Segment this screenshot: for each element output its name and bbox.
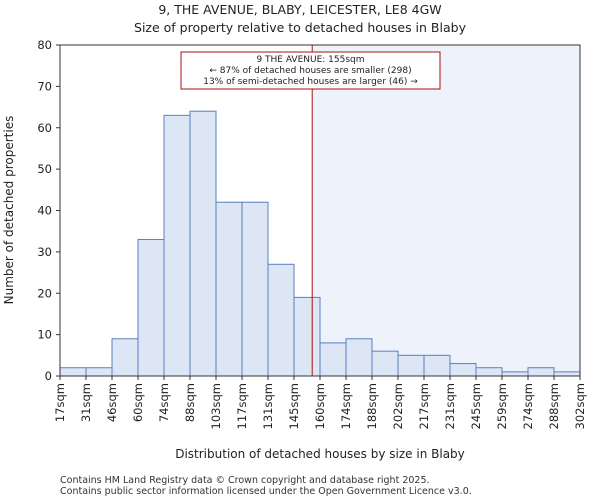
histogram-bar	[397, 354, 425, 377]
histogram-bar	[319, 342, 347, 377]
annotation-line-3: 13% of semi-detached houses are larger (…	[203, 77, 418, 87]
x-axis-label: Distribution of detached houses by size …	[175, 447, 465, 461]
y-tick-label: 10	[37, 328, 52, 342]
x-tick-label: 46sqm	[105, 383, 119, 422]
x-tick-label: 174sqm	[339, 383, 353, 429]
footer-line-1: Contains HM Land Registry data © Crown c…	[60, 475, 430, 486]
histogram-bar	[293, 296, 321, 377]
x-tick-label: 302sqm	[573, 383, 587, 429]
larger-properties-region	[312, 45, 580, 376]
histogram-bar	[267, 263, 295, 377]
x-tick-label: 288sqm	[547, 383, 561, 429]
x-tick-label: 160sqm	[313, 383, 327, 429]
annotation-line-1: 9 THE AVENUE: 155sqm	[256, 55, 364, 65]
x-tick-label: 103sqm	[209, 383, 223, 429]
histogram-bar	[85, 367, 113, 377]
histogram-bar	[371, 350, 399, 377]
histogram-bar	[163, 114, 191, 377]
highlight-region	[312, 45, 580, 376]
y-axis-label: Number of detached properties	[2, 116, 16, 305]
x-tick-label: 202sqm	[391, 383, 405, 429]
y-axis-ticks: 0 10 20 30 40 50 60 70 80	[37, 38, 60, 383]
x-tick-label: 188sqm	[365, 383, 379, 429]
x-tick-label: 74sqm	[157, 383, 171, 422]
histogram-bar	[215, 201, 243, 377]
annotation-box: 9 THE AVENUE: 155sqm ← 87% of detached h…	[180, 51, 441, 90]
histogram-bar	[423, 354, 451, 377]
x-tick-label: 60sqm	[131, 383, 145, 422]
histogram-bar	[241, 201, 269, 377]
histogram-bar	[59, 367, 87, 377]
x-tick-label: 31sqm	[79, 383, 93, 422]
annotation-frame	[180, 51, 441, 90]
histogram-bar	[345, 338, 373, 377]
x-tick-label: 259sqm	[495, 383, 509, 429]
y-tick-label: 40	[37, 204, 52, 218]
histogram-bar	[137, 238, 165, 377]
x-axis-ticks: 17sqm 31sqm 46sqm 60sqm 74sqm 88sqm 103sqm 117s…	[53, 376, 587, 429]
histogram-bar	[475, 367, 503, 377]
x-tick-label: 245sqm	[469, 383, 483, 429]
y-tick-label: 60	[37, 121, 52, 135]
footer-line-2: Contains public sector information licen…	[60, 486, 472, 497]
y-tick-label: 80	[37, 38, 52, 52]
x-tick-label: 131sqm	[261, 383, 275, 429]
y-tick-label: 30	[37, 245, 52, 259]
x-tick-label: 274sqm	[521, 383, 535, 429]
x-tick-label: 231sqm	[443, 383, 457, 429]
histogram-bar	[189, 110, 217, 377]
x-tick-label: 117sqm	[235, 383, 249, 429]
histogram-bar	[111, 338, 139, 377]
bars-group	[59, 110, 581, 377]
y-tick-label: 0	[45, 369, 52, 383]
histogram-bar	[553, 371, 581, 377]
chart-subtitle: Size of property relative to detached ho…	[134, 20, 467, 35]
x-tick-label: 17sqm	[53, 383, 67, 422]
y-tick-label: 70	[37, 79, 52, 93]
x-tick-label: 217sqm	[417, 383, 431, 429]
chart-title: 9, THE AVENUE, BLABY, LEICESTER, LE8 4GW	[158, 2, 441, 17]
histogram-bar	[501, 371, 529, 377]
annotation-line-2: ← 87% of detached houses are smaller (29…	[209, 66, 411, 76]
x-tick-label: 88sqm	[183, 383, 197, 422]
y-tick-label: 20	[37, 286, 52, 300]
x-tick-label: 145sqm	[287, 383, 301, 429]
y-tick-label: 50	[37, 162, 52, 176]
histogram-bar	[449, 363, 477, 377]
histogram-bar	[527, 367, 555, 377]
